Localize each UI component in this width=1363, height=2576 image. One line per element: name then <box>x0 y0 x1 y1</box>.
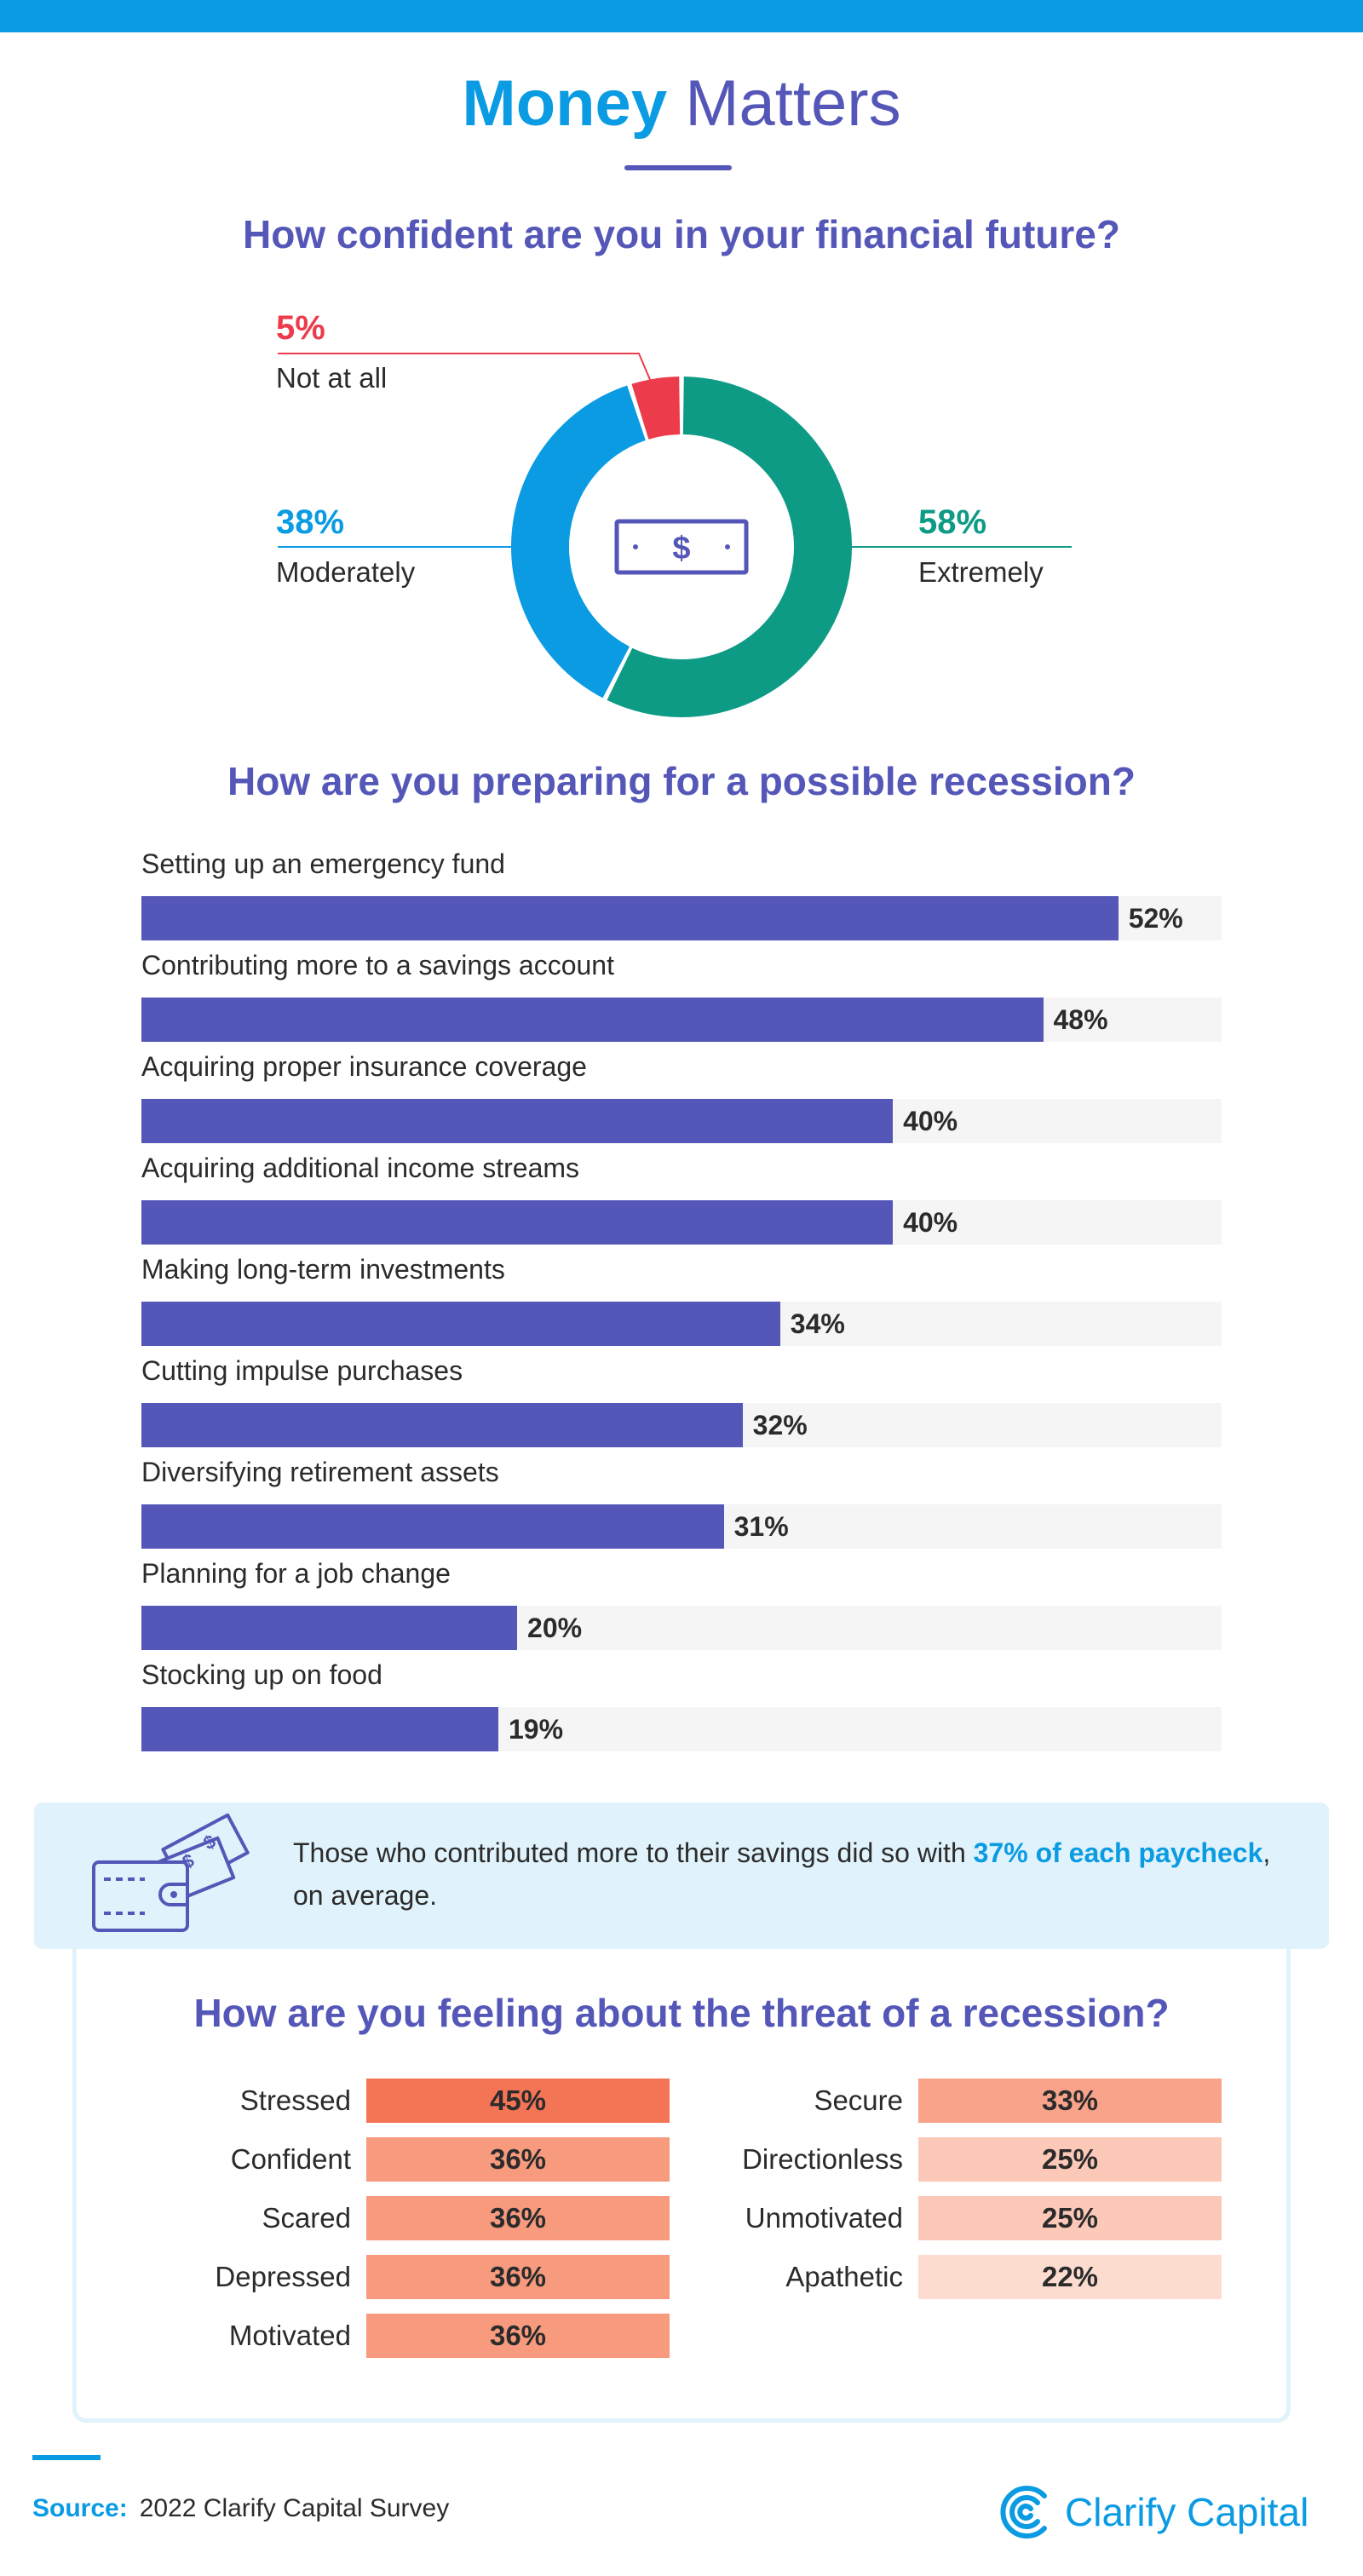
bar-track: 31% <box>141 1504 1222 1549</box>
donut-value-extremely: 58% <box>918 503 986 541</box>
bar-track: 48% <box>141 998 1222 1042</box>
donut-value-moderately: 38% <box>276 503 344 541</box>
feeling-label: Confident <box>230 2143 351 2175</box>
bar-label: Setting up an emergency fund <box>141 848 505 879</box>
donut-label-extremely: Extremely <box>918 556 1044 588</box>
bar-track: 34% <box>141 1302 1222 1346</box>
bar-track: 40% <box>141 1200 1222 1245</box>
bar <box>141 1099 894 1143</box>
bar-track: 19% <box>141 1707 1222 1751</box>
source-line: Source: 2022 Clarify Capital Survey <box>32 2494 449 2523</box>
savings-callout: $ $ Those who contributed more to their … <box>34 1803 1329 1949</box>
feeling-value-cell: 36% <box>366 2137 670 2182</box>
feeling-value-cell: 36% <box>366 2196 670 2240</box>
bar-value-label: 32% <box>752 1410 808 1440</box>
source-label: Source: <box>32 2494 128 2522</box>
feeling-label: Directionless <box>742 2143 903 2175</box>
bar-value-label: 40% <box>903 1106 958 1136</box>
bar-value-label: 48% <box>1053 1004 1108 1035</box>
page-title: Money Matters <box>0 66 1363 141</box>
bar-track: 40% <box>141 1099 1222 1143</box>
bar <box>141 1200 894 1245</box>
bar-value-label: 31% <box>733 1511 789 1542</box>
feeling-label: Apathetic <box>785 2261 903 2292</box>
bar-track: 52% <box>141 896 1222 940</box>
leader-line-not-at-all <box>278 353 652 382</box>
clarify-capital-logo-icon <box>1000 2486 1047 2539</box>
top-accent-bar <box>0 0 1363 32</box>
bar-label: Cutting impulse purchases <box>141 1355 463 1386</box>
bar-value-label: 52% <box>1128 903 1183 934</box>
bar-value-label: 20% <box>527 1613 583 1643</box>
bar-track: 32% <box>141 1403 1222 1447</box>
feeling-value-cell: 36% <box>366 2314 670 2358</box>
bar-label: Acquiring additional income streams <box>141 1153 580 1183</box>
donut-label-moderately: Moderately <box>276 556 416 588</box>
callout-text-before: Those who contributed more to their savi… <box>293 1837 974 1868</box>
feelings-panel <box>72 1946 1291 2423</box>
feeling-label: Stressed <box>239 2084 351 2116</box>
feeling-label: Secure <box>814 2084 903 2116</box>
wallet-money-icon: $ $ <box>92 1813 250 1932</box>
donut-value-not-at-all: 5% <box>276 309 325 347</box>
bar-label: Stocking up on food <box>141 1659 382 1690</box>
bar <box>141 1403 743 1447</box>
bar <box>141 896 1119 940</box>
feeling-value-cell: 45% <box>366 2079 670 2123</box>
feeling-label: Unmotivated <box>745 2202 903 2234</box>
feeling-value-cell: 36% <box>366 2255 670 2299</box>
source-text: 2022 Clarify Capital Survey <box>139 2494 450 2522</box>
feelings-chart-title: How are you feeling about the threat of … <box>193 1991 1170 2035</box>
donut-label-not-at-all: Not at all <box>276 362 387 394</box>
bar-track: 20% <box>141 1606 1222 1650</box>
feeling-value-cell: 25% <box>918 2137 1222 2182</box>
bar-chart-title: How are you preparing for a possible rec… <box>227 759 1136 803</box>
dollar-bill-icon: $ <box>614 519 749 575</box>
bar-value-label: 34% <box>790 1308 845 1339</box>
brand-name: Clarify Capital <box>1065 2490 1309 2534</box>
feeling-label: Scared <box>262 2202 351 2234</box>
feeling-label: Depressed <box>215 2261 351 2292</box>
bar <box>141 1606 518 1650</box>
donut-chart: 5% Not at all 38% Moderately 58% Extreme… <box>276 309 1072 717</box>
feeling-value-cell: 22% <box>918 2255 1222 2299</box>
callout-text: Those who contributed more to their savi… <box>293 1831 1273 1917</box>
bar-label: Diversifying retirement assets <box>141 1457 499 1487</box>
feeling-label: Motivated <box>228 2320 351 2351</box>
title-underline <box>624 165 732 170</box>
callout-highlight: 37% of each paycheck <box>973 1837 1263 1868</box>
donut-slice-extremely <box>607 377 853 717</box>
bar-value-label: 40% <box>903 1207 958 1238</box>
feeling-value-cell: 33% <box>918 2079 1222 2123</box>
bar-value-label: 19% <box>508 1714 564 1745</box>
bar <box>141 1504 724 1549</box>
bar-label: Acquiring proper insurance coverage <box>141 1051 587 1082</box>
bar <box>141 1707 498 1751</box>
title-money: Money <box>462 67 668 140</box>
donut-slice-moderately <box>511 385 646 699</box>
title-matters: Matters <box>685 67 901 140</box>
bar <box>141 1302 780 1346</box>
footer-rule <box>32 2455 101 2460</box>
feeling-value-cell: 25% <box>918 2196 1222 2240</box>
bar-label: Making long-term investments <box>141 1254 505 1285</box>
dollar-sign-glyph: $ <box>672 531 690 566</box>
bar-label: Planning for a job change <box>141 1558 451 1589</box>
donut-slice-not-at-all <box>631 377 681 440</box>
bar-label: Contributing more to a savings account <box>141 950 614 980</box>
callout-text-after: , on average. <box>293 1837 1271 1911</box>
bar <box>141 998 1044 1042</box>
donut-chart-title: How confident are you in your financial … <box>243 212 1120 256</box>
